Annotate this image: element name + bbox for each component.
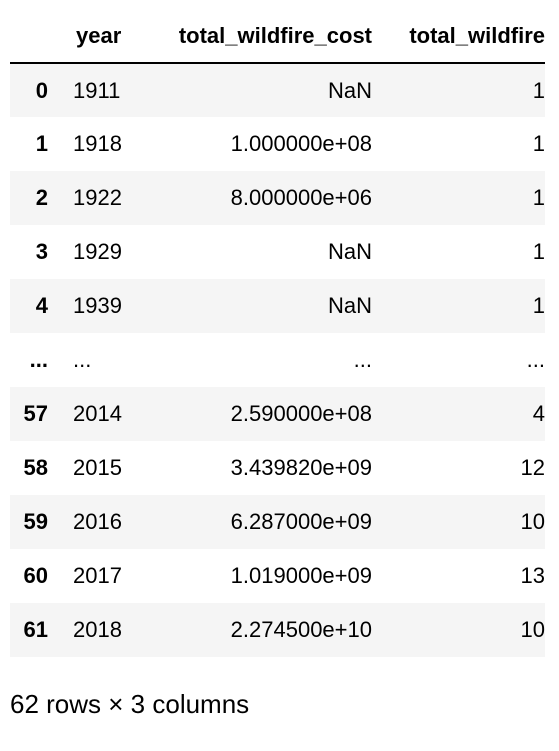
cell-year: 2018	[73, 617, 122, 642]
table-row: 58 2015 3.439820e+09 12	[10, 441, 545, 495]
table-row: 2 1922 8.000000e+06 1	[10, 171, 545, 225]
cell-year: 2017	[73, 563, 122, 588]
row-index: 59	[23, 509, 48, 534]
row-index: 1	[35, 131, 48, 156]
cell-year: 2015	[73, 455, 122, 480]
cell-total-wildfire: 1	[532, 185, 545, 210]
cell-total-wildfire: 10	[520, 509, 545, 534]
table-row: 60 2017 1.019000e+09 13	[10, 549, 545, 603]
table-header: year total_wildfire_cost total_wildfire	[10, 10, 545, 64]
cell-year: 2016	[73, 509, 122, 534]
cell-total-wildfire: ...	[526, 347, 545, 372]
cell-total-wildfire-cost: 2.590000e+08	[230, 401, 372, 426]
column-header-total-wildfire: total_wildfire	[372, 10, 545, 64]
row-index: 58	[23, 455, 48, 480]
table-row: 0 1911 NaN 1	[10, 63, 545, 117]
dataframe-shape-label: 62 rows × 3 columns	[10, 689, 250, 719]
cell-total-wildfire-cost: 1.019000e+09	[230, 563, 372, 588]
index-header	[10, 10, 48, 64]
table-row: 57 2014 2.590000e+08 4	[10, 387, 545, 441]
cell-total-wildfire-cost: NaN	[327, 239, 372, 264]
table-row: ............	[10, 333, 545, 387]
cell-total-wildfire-cost: 1.000000e+08	[230, 131, 372, 156]
dataframe-table: year total_wildfire_cost total_wildfire …	[10, 10, 545, 657]
column-header-total-wildfire-cost: total_wildfire_cost	[140, 10, 372, 64]
cell-year: 2014	[73, 401, 122, 426]
cell-year: ...	[73, 347, 92, 372]
cell-total-wildfire: 1	[532, 239, 545, 264]
table-row: 1 1918 1.000000e+08 1	[10, 117, 545, 171]
cell-total-wildfire: 10	[520, 617, 545, 642]
cell-total-wildfire: 1	[532, 293, 545, 318]
cell-total-wildfire-cost: NaN	[327, 293, 372, 318]
cell-total-wildfire-cost: ...	[353, 347, 372, 372]
table-row: 61 2018 2.274500e+10 10	[10, 603, 545, 657]
row-index: 61	[23, 617, 48, 642]
cell-year: 1911	[73, 77, 121, 103]
row-index: 2	[35, 185, 48, 210]
cell-year: 1918	[73, 131, 122, 156]
row-index: 57	[23, 401, 48, 426]
cell-total-wildfire: 1	[532, 77, 545, 103]
table-row: 4 1939 NaN 1	[10, 279, 545, 333]
row-index: 4	[35, 293, 48, 318]
cell-total-wildfire: 4	[532, 401, 545, 426]
row-index: 0	[35, 77, 48, 103]
cell-total-wildfire-cost: NaN	[327, 77, 372, 103]
cell-total-wildfire-cost: 2.274500e+10	[230, 617, 372, 642]
table-row: 59 2016 6.287000e+09 10	[10, 495, 545, 549]
cell-total-wildfire-cost: 8.000000e+06	[230, 185, 372, 210]
row-index: ...	[29, 347, 48, 372]
cell-total-wildfire-cost: 6.287000e+09	[230, 509, 372, 534]
cell-year: 1922	[73, 185, 122, 210]
cell-total-wildfire: 13	[520, 563, 545, 588]
row-index: 3	[35, 239, 48, 264]
column-header-year: year	[48, 10, 140, 64]
cell-year: 1929	[73, 239, 122, 264]
cell-total-wildfire-cost: 3.439820e+09	[230, 455, 372, 480]
cell-total-wildfire: 12	[520, 455, 545, 480]
table-row: 3 1929 NaN 1	[10, 225, 545, 279]
cell-year: 1939	[73, 293, 122, 318]
row-index: 60	[23, 563, 48, 588]
table-body: 0 1911 NaN 1 1 1918 1.000000e+08 1 2 1922 8.000000…	[10, 63, 545, 657]
cell-total-wildfire: 1	[532, 131, 545, 156]
header-row: year total_wildfire_cost total_wildfire	[10, 10, 545, 64]
